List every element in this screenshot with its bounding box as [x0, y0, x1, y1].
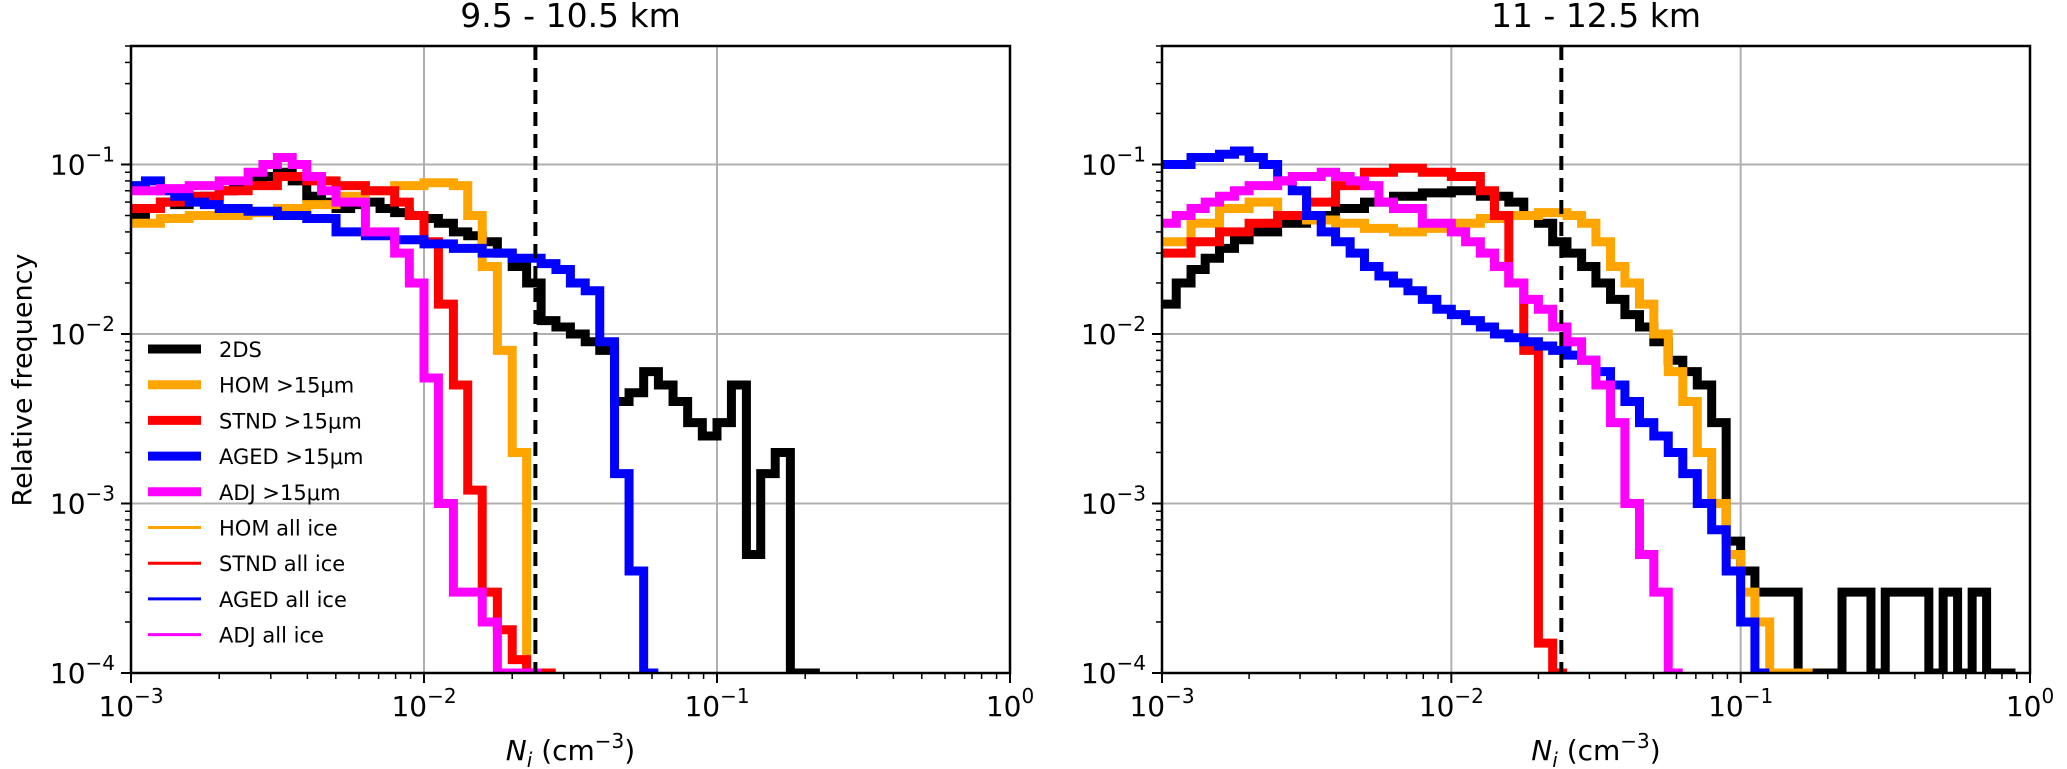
legend-label: 2DS — [219, 338, 262, 362]
y-tick-label: 10−1 — [50, 142, 115, 181]
plot-frame — [129, 44, 1012, 675]
x-label-unit: (cm — [532, 734, 595, 767]
legend-label: HOM >15μm — [219, 374, 354, 398]
x-tick-exponent: −2 — [427, 684, 456, 708]
chart-title: 11 - 12.5 km — [1491, 0, 1701, 35]
y-tick-exponent: −4 — [1117, 651, 1146, 675]
legend: 2DS HOM >15μm STND >15μm AGED >15μm ADJ >15μ… — [148, 338, 364, 648]
y-tick-exponent: −1 — [86, 142, 115, 166]
y-tick-exponent: −3 — [86, 481, 115, 505]
x-axis-label: Ni (cm−3) — [1531, 729, 1660, 769]
x-tick-label: 100 — [986, 684, 1034, 723]
y-tick-label: 10−3 — [50, 481, 115, 520]
x-label-exp: −3 — [595, 729, 624, 753]
x-tick-mantissa: 10 — [391, 690, 427, 723]
y-tick-mantissa: 10 — [1081, 657, 1117, 690]
x-tick-exponent: −3 — [134, 684, 163, 708]
y-tick-mantissa: 10 — [50, 148, 86, 181]
legend-label: ADJ >15μm — [219, 481, 341, 505]
x-tick-mantissa: 10 — [98, 690, 134, 723]
x-tick-label: 10−2 — [1419, 684, 1484, 723]
x-label-close: ) — [624, 734, 635, 767]
x-tick-mantissa: 10 — [1708, 690, 1744, 723]
x-label-unit: (cm — [1558, 734, 1621, 767]
x-tick-exponent: 0 — [2041, 684, 2054, 708]
legend-label: STND >15μm — [219, 409, 362, 433]
y-tick-exponent: −4 — [86, 651, 115, 675]
x-tick-mantissa: 10 — [2006, 690, 2042, 723]
legend-label: HOM all ice — [219, 517, 338, 541]
y-tick-mantissa: 10 — [50, 657, 86, 690]
x-tick-mantissa: 10 — [684, 690, 720, 723]
series-aged-line — [131, 176, 659, 673]
x-label-var: N — [1531, 734, 1552, 767]
y-axis-label: Relative frequency — [8, 254, 39, 507]
x-label-sub: i — [527, 748, 533, 769]
x-tick-mantissa: 10 — [986, 690, 1022, 723]
x-tick-label: 10−3 — [98, 684, 163, 723]
series-group — [131, 152, 820, 673]
y-tick-mantissa: 10 — [1081, 318, 1117, 351]
x-tick-exponent: −3 — [1165, 684, 1194, 708]
x-tick-label: 10−2 — [391, 684, 456, 723]
y-tick-mantissa: 10 — [50, 487, 86, 520]
y-tick-exponent: −1 — [1117, 142, 1146, 166]
x-tick-exponent: −1 — [1744, 684, 1773, 708]
series-adj-line — [131, 152, 542, 673]
x-label-sub: i — [1552, 748, 1558, 769]
x-tick-exponent: −2 — [1454, 684, 1483, 708]
legend-label: STND all ice — [219, 552, 345, 576]
x-tick-mantissa: 10 — [1129, 690, 1165, 723]
y-tick-label: 10−1 — [1081, 142, 1146, 181]
x-tick-mantissa: 10 — [1419, 690, 1455, 723]
y-tick-exponent: −2 — [86, 312, 115, 336]
series-hom-line — [1162, 197, 1813, 673]
x-label-var: N — [506, 734, 527, 767]
x-label-exp: −3 — [1620, 729, 1649, 753]
series-stnd-line — [1162, 163, 1568, 673]
x-tick-exponent: −1 — [720, 684, 749, 708]
x-tick-label: 10−1 — [1708, 684, 1773, 723]
series-group — [1162, 146, 2016, 673]
y-tick-mantissa: 10 — [1081, 148, 1117, 181]
series-adj-line — [1162, 167, 1683, 673]
x-axis-label: Ni (cm−3) — [506, 729, 635, 769]
chart-title: 9.5 - 10.5 km — [460, 0, 681, 35]
x-tick-label: 100 — [2006, 684, 2054, 723]
y-tick-label: 10−2 — [50, 312, 115, 351]
series-stnd-line — [131, 171, 556, 673]
x-label-close: ) — [1650, 734, 1661, 767]
y-tick-label: 10−4 — [50, 651, 115, 690]
x-tick-exponent: 0 — [1021, 684, 1034, 708]
legend-label: ADJ all ice — [219, 624, 324, 648]
y-tick-mantissa: 10 — [1081, 487, 1117, 520]
series-2ds-line — [1162, 186, 2016, 673]
y-tick-label: 10−4 — [1081, 651, 1146, 690]
x-tick-label: 10−3 — [1129, 684, 1194, 723]
y-tick-exponent: −2 — [1117, 312, 1146, 336]
legend-label: AGED >15μm — [219, 445, 364, 469]
y-tick-label: 10−3 — [1081, 481, 1146, 520]
y-tick-label: 10−2 — [1081, 312, 1146, 351]
legend-label: AGED all ice — [219, 588, 347, 612]
y-tick-exponent: −3 — [1117, 481, 1146, 505]
x-tick-label: 10−1 — [684, 684, 749, 723]
y-tick-mantissa: 10 — [50, 318, 86, 351]
